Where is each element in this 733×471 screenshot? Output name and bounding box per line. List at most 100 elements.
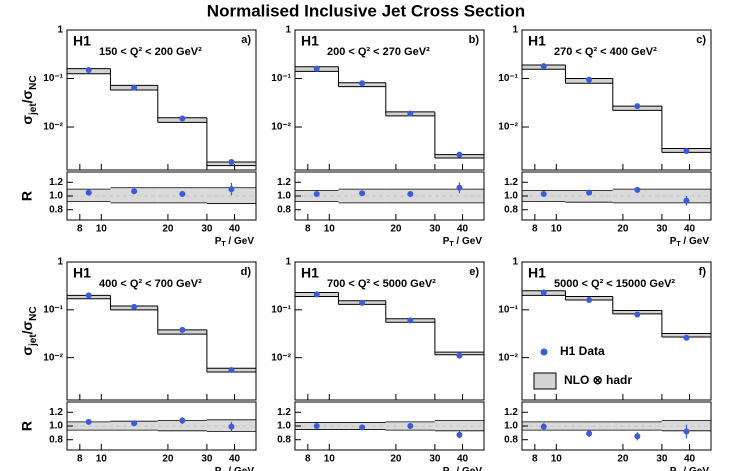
panel-tag: a) [241, 34, 251, 46]
ratio-point [85, 189, 92, 196]
experiment-label: H1 [301, 265, 319, 281]
x-tick-label: 30 [656, 454, 668, 465]
ratio-point [683, 197, 690, 204]
y-tick-label: 10⁻¹ [43, 73, 63, 84]
main-frame [521, 261, 712, 401]
experiment-label: H1 [73, 265, 91, 281]
y-label-part: σ [19, 346, 35, 356]
ratio-point [456, 431, 463, 438]
y-tick-label: 10⁻¹ [271, 304, 291, 315]
ratio-y-tick-label: 0.8 [504, 434, 518, 445]
y-tick-label: 1 [285, 257, 291, 268]
ratio-point [85, 418, 92, 425]
x-tick-label: 10 [96, 454, 108, 465]
y-axis-label: σjet/σNC [19, 75, 39, 124]
data-point [586, 76, 593, 83]
x-tick-label: 40 [457, 454, 469, 465]
x-tick-label: 20 [162, 454, 174, 465]
ratio-point [131, 188, 138, 195]
ratio-y-tick-label: 1.0 [49, 191, 63, 202]
ratio-y-tick-label: 1.2 [504, 177, 518, 188]
y-tick-label: 1 [285, 25, 291, 36]
x-label-part: T [221, 241, 226, 248]
data-point [228, 159, 235, 166]
data-point [85, 292, 92, 299]
panel-tag: e) [469, 266, 479, 278]
q2-range: 700 < Q² < 5000 GeV² [327, 278, 436, 290]
x-tick-label: 8 [305, 454, 311, 465]
data-point [683, 334, 690, 341]
x-label-part: P [670, 236, 677, 247]
experiment-label: H1 [301, 33, 319, 49]
y-tick-label: 1 [57, 257, 63, 268]
ratio-band [565, 421, 613, 431]
x-tick-label: 8 [532, 224, 538, 235]
y-axis-label: σjet/σNC [19, 306, 39, 355]
x-label-part: P [215, 466, 222, 471]
ratio-y-tick-label: 1.2 [277, 407, 291, 418]
experiment-label: H1 [528, 33, 546, 49]
data-point [456, 352, 463, 359]
chart-title: Normalised Inclusive Jet Cross Section [207, 1, 525, 20]
y-tick-label: 10⁻¹ [498, 304, 518, 315]
data-point [85, 66, 92, 73]
data-point [540, 289, 547, 296]
legend-theory-label: NLO ⊗ hadr [564, 373, 632, 387]
x-tick-label: 40 [229, 224, 241, 235]
experiment-label: H1 [73, 33, 91, 49]
x-label-part: P [215, 236, 222, 247]
q2-range: 5000 < Q² < 15000 GeV² [554, 278, 675, 290]
ratio-band [157, 420, 207, 431]
y-tick-label: 10⁻¹ [498, 73, 518, 84]
x-tick-label: 10 [324, 454, 336, 465]
x-tick-label: 20 [162, 224, 174, 235]
data-point [131, 303, 138, 310]
data-point [179, 115, 186, 122]
x-axis-label: PT / GeV [670, 466, 710, 471]
ratio-y-tick-label: 0.8 [504, 204, 518, 215]
ratio-point [359, 424, 366, 431]
x-label-part: P [443, 236, 450, 247]
y-tick-label: 10⁻² [43, 122, 63, 133]
data-point [228, 367, 235, 374]
data-point [456, 151, 463, 158]
ratio-point [228, 186, 235, 193]
x-label-part: / GeV [454, 466, 483, 471]
ratio-y-tick-label: 0.8 [277, 434, 291, 445]
x-tick-label: 10 [551, 454, 563, 465]
ratio-point [179, 417, 186, 424]
x-tick-label: 8 [305, 224, 311, 235]
ratio-y-tick-label: 1.2 [49, 177, 63, 188]
ratio-y-tick-label: 1.0 [277, 421, 291, 432]
y-tick-label: 10⁻² [271, 352, 291, 363]
data-point [634, 311, 641, 318]
data-point [407, 110, 414, 117]
x-label-part: / GeV [681, 466, 710, 471]
x-tick-label: 10 [96, 224, 108, 235]
ratio-y-tick-label: 0.8 [49, 204, 63, 215]
ratio-band [434, 420, 484, 431]
x-label-part: P [670, 466, 677, 471]
ratio-point [540, 423, 547, 430]
x-tick-label: 8 [77, 454, 83, 465]
ratio-band [434, 189, 484, 203]
y-tick-label: 1 [57, 25, 63, 36]
q2-range: 150 < Q² < 200 GeV² [99, 46, 202, 58]
q2-range: 200 < Q² < 270 GeV² [327, 46, 430, 58]
main-frame [66, 261, 257, 401]
x-axis-label: PT / GeV [670, 236, 710, 249]
y-tick-label: 10⁻² [498, 122, 518, 133]
y-label-part: jet [28, 334, 39, 347]
x-tick-label: 40 [457, 224, 469, 235]
y-tick-label: 10⁻² [498, 352, 518, 363]
legend-theory-marker [533, 372, 557, 390]
legend-data-marker [540, 348, 548, 356]
y-tick-label: 1 [512, 25, 518, 36]
x-tick-label: 20 [617, 454, 629, 465]
panel-tag: c) [696, 34, 706, 46]
ratio-point [586, 189, 593, 196]
ratio-point [407, 423, 414, 429]
x-tick-label: 30 [201, 224, 213, 235]
x-tick-label: 20 [390, 454, 402, 465]
